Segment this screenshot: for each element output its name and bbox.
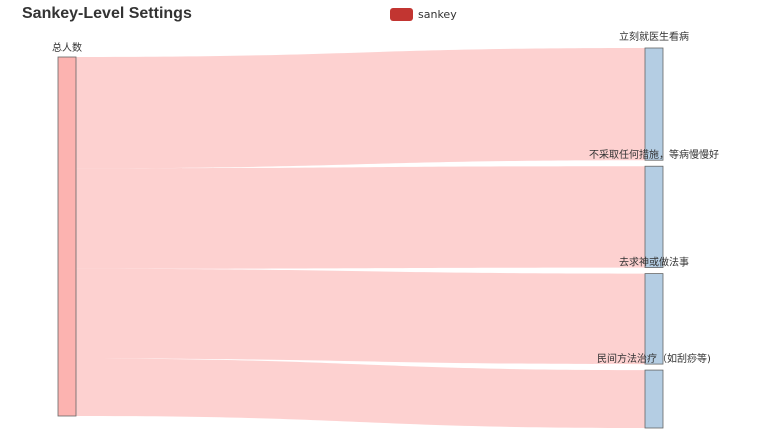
node-label-target: 不采取任何措施，等病慢慢好: [589, 148, 719, 161]
sankey-node-target[interactable]: [644, 369, 664, 429]
nodes-group: 总人数: [52, 41, 664, 429]
sankey-node-source[interactable]: [57, 56, 77, 417]
links-group: [76, 48, 645, 428]
legend-label: sankey: [418, 8, 457, 21]
sankey-node-target[interactable]: [644, 47, 664, 161]
node-label-target: 立刻就医生看病: [619, 30, 689, 43]
sankey-link[interactable]: [76, 166, 645, 269]
sankey-link[interactable]: [76, 358, 645, 428]
sankey-link[interactable]: [76, 268, 645, 365]
legend-item-sankey[interactable]: sankey: [390, 8, 457, 21]
sankey-node-target[interactable]: [644, 273, 664, 365]
node-label-target: 去求神或做法事: [619, 256, 689, 269]
chart-title: Sankey-Level Settings: [22, 5, 192, 22]
node-label-source: 总人数: [52, 41, 82, 54]
node-label-target: 民间方法治疗（如刮痧等): [597, 352, 711, 365]
sankey-node-target[interactable]: [644, 165, 664, 268]
legend-swatch: [390, 8, 413, 21]
sankey-link[interactable]: [76, 48, 645, 169]
